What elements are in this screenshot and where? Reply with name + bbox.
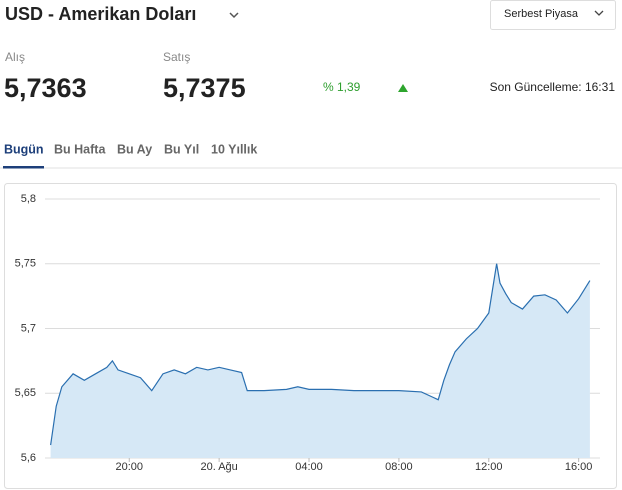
y-tick-label: 5,6: [21, 452, 36, 464]
currency-title: USD - Amerikan Doları: [5, 4, 196, 24]
active-tab-underline: [3, 166, 44, 169]
x-tick-label: 12:00: [475, 461, 503, 473]
y-tick-label: 5,75: [15, 258, 36, 270]
x-tick-label: 16:00: [565, 461, 593, 473]
last-update: Son Güncelleme: 16:31: [490, 80, 616, 94]
dropdown-box[interactable]: [490, 0, 616, 30]
title-chevron[interactable]: [229, 12, 239, 19]
change-percent: % 1,39: [323, 80, 361, 94]
x-tick-label: 08:00: [385, 461, 413, 473]
chart: 5,6 5,65 5,7 5,75 5,8 20:00 20. Ağu 04:00 08:00 1…: [15, 193, 600, 473]
tab[interactable]: 10 Yıllık: [211, 142, 257, 156]
up-arrow: [398, 84, 408, 92]
area-fill: [50, 263, 590, 458]
buy-price: 5,7363: [4, 73, 87, 103]
market-dropdown[interactable]: Serbest Piyasa: [490, 0, 616, 30]
tab[interactable]: Bu Hafta: [54, 142, 106, 156]
x-tick-label: 20:00: [115, 461, 143, 473]
tab-bar: Bugün Bu Hafta Bu Ay Bu Yıl 10 Yıllık: [4, 142, 257, 156]
tab[interactable]: Bu Yıl: [164, 142, 199, 156]
tab[interactable]: Bu Ay: [117, 142, 152, 156]
x-tick-label: 20. Ağu: [200, 461, 237, 473]
sell-price: 5,7375: [163, 73, 246, 103]
y-tick-label: 5,65: [15, 387, 36, 399]
dropdown-label[interactable]: Serbest Piyasa: [504, 8, 579, 20]
x-tick-label: 04:00: [295, 461, 323, 473]
y-tick-label: 5,8: [21, 193, 36, 205]
price-line: [50, 263, 591, 446]
buy-label: Alış: [5, 50, 25, 64]
tab[interactable]: Bugün: [4, 142, 44, 156]
y-tick-label: 5,7: [21, 322, 36, 334]
sell-label: Satış: [163, 50, 190, 64]
dropdown-chevron[interactable]: [594, 10, 604, 16]
